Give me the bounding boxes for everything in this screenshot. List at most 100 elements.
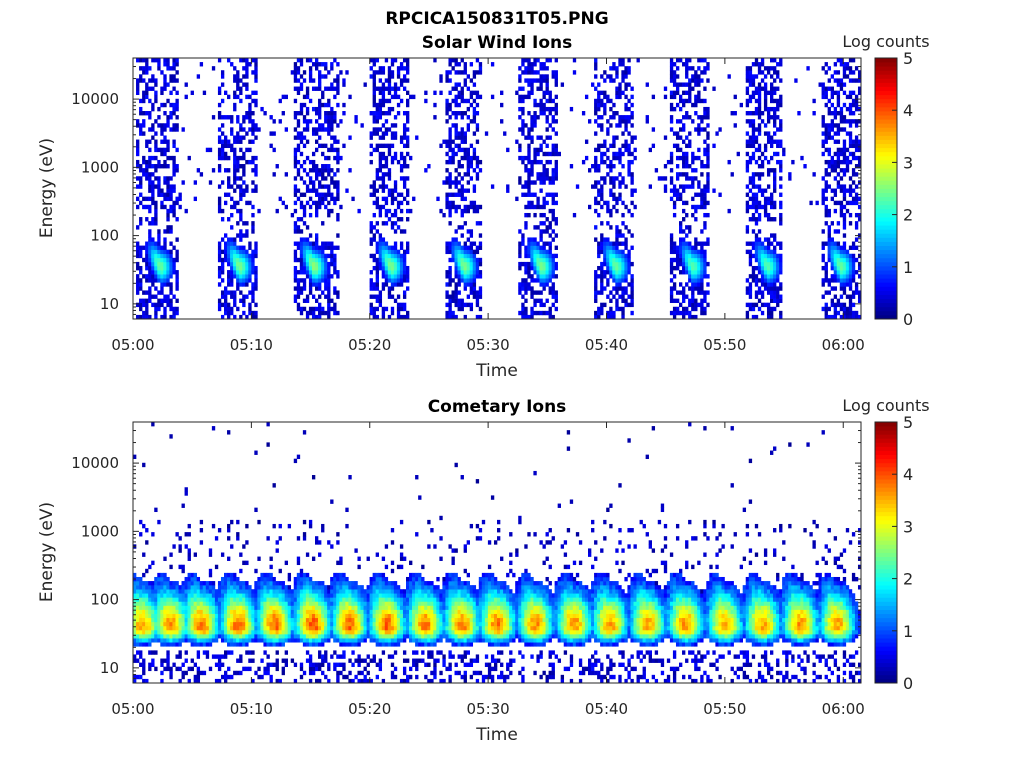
heatmap-cell bbox=[139, 249, 143, 255]
heatmap-cell bbox=[597, 290, 601, 295]
heatmap-cell bbox=[327, 131, 331, 136]
heatmap-cell bbox=[475, 111, 480, 116]
heatmap-cell bbox=[694, 265, 698, 271]
heatmap-cell bbox=[169, 621, 173, 627]
heatmap-cell bbox=[827, 135, 831, 140]
heatmap-cell bbox=[763, 155, 768, 161]
heatmap-cell bbox=[390, 62, 395, 67]
heatmap-cell bbox=[396, 102, 401, 108]
heatmap-cell bbox=[184, 491, 188, 496]
heatmap-cell bbox=[594, 208, 598, 214]
heatmap-cell bbox=[154, 286, 158, 291]
heatmap-cell bbox=[824, 306, 828, 312]
heatmap-cell bbox=[454, 115, 458, 120]
heatmap-cell bbox=[779, 94, 783, 100]
heatmap-cell bbox=[521, 131, 525, 136]
heatmap-cell bbox=[833, 115, 838, 120]
heatmap-cell bbox=[220, 82, 225, 87]
heatmap-cell bbox=[679, 261, 683, 267]
heatmap-cell bbox=[406, 314, 410, 320]
heatmap-cell bbox=[521, 286, 525, 291]
heatmap-cell bbox=[324, 253, 328, 259]
heatmap-cell bbox=[530, 265, 534, 271]
heatmap-cell bbox=[733, 123, 737, 128]
heatmap-cell bbox=[836, 184, 841, 189]
heatmap-cell bbox=[463, 249, 467, 255]
heatmap-cell bbox=[148, 241, 152, 246]
heatmap-cell bbox=[751, 74, 756, 79]
heatmap-cell bbox=[136, 642, 140, 647]
heatmap-cell bbox=[594, 119, 598, 124]
heatmap-cell bbox=[184, 617, 188, 623]
heatmap-cell bbox=[248, 306, 252, 312]
colorbar-segment bbox=[875, 143, 897, 149]
heatmap-cell bbox=[666, 159, 671, 165]
heatmap-cell bbox=[327, 86, 331, 91]
heatmap-cell bbox=[745, 208, 750, 214]
heatmap-cell bbox=[524, 290, 528, 295]
heatmap-cell bbox=[630, 298, 634, 303]
heatmap-cell bbox=[457, 159, 461, 165]
heatmap-cell bbox=[745, 139, 750, 144]
heatmap-cell bbox=[857, 298, 862, 303]
heatmap-cell bbox=[406, 249, 410, 255]
heatmap-cell bbox=[296, 229, 301, 234]
heatmap-cell bbox=[254, 70, 258, 75]
heatmap-cell bbox=[409, 208, 413, 214]
heatmap-cell bbox=[745, 314, 750, 320]
heatmap-cell bbox=[615, 151, 619, 157]
heatmap-cell bbox=[336, 123, 340, 128]
heatmap-cell bbox=[390, 225, 395, 230]
heatmap-cell bbox=[469, 253, 474, 259]
heatmap-cell bbox=[406, 188, 410, 193]
heatmap-cell bbox=[245, 62, 249, 67]
heatmap-cell bbox=[779, 139, 783, 144]
heatmap-cell bbox=[851, 294, 856, 299]
heatmap-cell bbox=[779, 314, 783, 320]
heatmap-cell bbox=[469, 302, 474, 308]
heatmap-cell bbox=[748, 257, 753, 263]
heatmap-cell bbox=[393, 208, 398, 214]
heatmap-cell bbox=[842, 115, 847, 120]
heatmap-cell bbox=[821, 294, 825, 299]
heatmap-cell bbox=[539, 274, 543, 279]
heatmap-cell bbox=[848, 119, 853, 124]
heatmap-cell bbox=[472, 204, 477, 210]
heatmap-cell bbox=[396, 74, 401, 79]
heatmap-cell bbox=[148, 159, 152, 165]
heatmap-cell bbox=[842, 168, 847, 173]
heatmap-cell bbox=[378, 111, 383, 116]
heatmap-cell bbox=[675, 135, 680, 140]
heatmap-cell bbox=[685, 98, 689, 104]
heatmap-cell bbox=[375, 282, 379, 287]
heatmap-cell bbox=[548, 306, 552, 312]
heatmap-cell bbox=[321, 270, 325, 275]
heatmap-cell bbox=[142, 196, 146, 202]
heatmap-cell bbox=[688, 310, 692, 316]
heatmap-cell bbox=[296, 245, 301, 250]
heatmap-cell bbox=[612, 192, 616, 197]
heatmap-cell bbox=[393, 135, 398, 140]
heatmap-cell bbox=[594, 286, 598, 291]
heatmap-cell bbox=[157, 605, 161, 610]
heatmap-cell bbox=[166, 629, 170, 635]
heatmap-cell bbox=[175, 282, 179, 287]
heatmap-cell bbox=[839, 278, 844, 283]
heatmap-cell bbox=[321, 221, 325, 226]
heatmap-cell bbox=[694, 208, 698, 214]
heatmap-cell bbox=[151, 192, 155, 197]
heatmap-cell bbox=[524, 58, 528, 63]
heatmap-cell bbox=[848, 94, 853, 100]
heatmap-cell bbox=[402, 270, 407, 275]
heatmap-cell bbox=[527, 159, 531, 165]
heatmap-cell bbox=[154, 314, 158, 320]
heatmap-cell bbox=[851, 302, 856, 308]
heatmap-cell bbox=[378, 164, 383, 169]
heatmap-cell bbox=[603, 249, 607, 255]
heatmap-cell bbox=[163, 147, 167, 153]
heatmap-cell bbox=[594, 196, 598, 202]
heatmap-cell bbox=[469, 265, 474, 271]
heatmap-cell bbox=[615, 94, 619, 100]
heatmap-cell bbox=[251, 98, 255, 104]
heatmap-cell bbox=[387, 147, 392, 153]
